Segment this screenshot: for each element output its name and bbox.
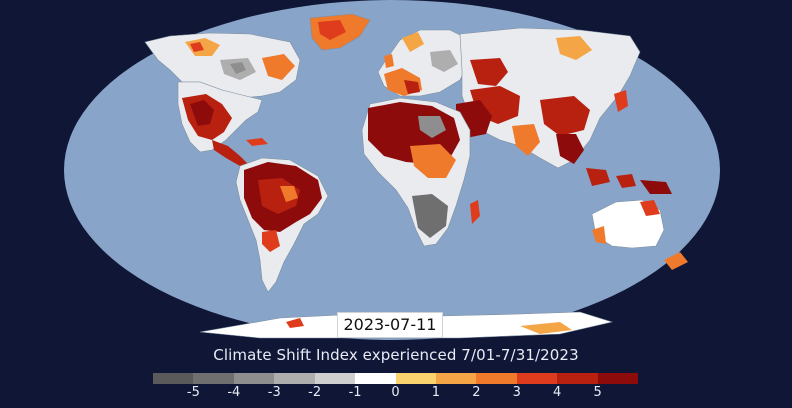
region-na-grey-2	[230, 62, 246, 74]
region-amazon-orange	[280, 186, 298, 202]
region-japan	[614, 90, 628, 112]
legend-tick-label: 0	[391, 385, 400, 400]
legend-swatch	[153, 373, 194, 384]
legend-swatch	[355, 373, 396, 384]
legend-tick-label: 3	[512, 385, 521, 400]
world-map	[64, 0, 720, 340]
legend-tick-label: -2	[308, 385, 322, 400]
map-canvas	[64, 0, 720, 340]
legend-tick-label: 1	[431, 385, 441, 400]
region-indonesia	[586, 168, 610, 186]
legend-swatch	[435, 373, 477, 384]
region-scandinavia-orange	[402, 32, 424, 52]
legend-swatch	[274, 373, 315, 384]
region-southern-africa-grey	[412, 194, 448, 238]
legend-swatch	[233, 373, 275, 384]
region-se-asia-darkred	[556, 134, 584, 164]
region-europe-grey	[430, 50, 458, 72]
region-new-zealand	[664, 252, 688, 270]
region-sa-south-red	[262, 230, 280, 252]
legend-swatch	[557, 373, 598, 384]
region-china-red	[540, 96, 590, 136]
legend-tick-label: 4	[553, 385, 562, 400]
region-antarctica-orange	[520, 322, 572, 334]
legend-title: Climate Shift Index experienced 7/01-7/3…	[213, 346, 579, 364]
region-australia-orange	[592, 226, 606, 244]
region-antarctica-red	[286, 318, 304, 328]
legend-color-bar	[153, 373, 639, 384]
legend-tick-labels: -5 -4 -3 -2 -1 0 1 2 3 4 5	[153, 385, 638, 405]
legend-tick-label: 2	[472, 385, 481, 400]
region-australia-north-red	[640, 200, 660, 216]
region-central-america	[212, 140, 248, 166]
region-indonesia-2	[616, 174, 636, 188]
region-na-red-1	[190, 42, 204, 52]
legend-swatch	[314, 373, 356, 384]
legend-tick-label: -4	[227, 385, 241, 400]
legend-tick-label: 5	[593, 385, 602, 400]
legend-swatch	[193, 373, 234, 384]
region-india-orange	[512, 124, 540, 156]
date-label: 2023-07-11	[337, 312, 443, 338]
region-uk-orange	[384, 54, 394, 68]
region-usa-darkred	[190, 100, 214, 126]
region-europe-red	[404, 80, 420, 94]
region-sahel-orange	[410, 144, 456, 178]
legend-swatch	[597, 373, 639, 384]
legend-swatch	[395, 373, 436, 384]
region-new-guinea	[640, 180, 672, 194]
legend-tick-label: -3	[267, 385, 281, 400]
region-russia-orange	[556, 36, 592, 60]
region-na-orange-2	[262, 54, 295, 80]
region-caribbean	[246, 138, 268, 146]
legend-swatch	[476, 373, 517, 384]
legend-swatch	[516, 373, 558, 384]
legend-tick-label: -1	[348, 385, 362, 400]
region-sahara-grey	[418, 116, 446, 138]
region-russia-west-red	[470, 58, 508, 86]
region-madagascar	[470, 200, 480, 224]
region-greenland-red	[318, 20, 346, 40]
legend-tick-label: -5	[186, 385, 200, 400]
